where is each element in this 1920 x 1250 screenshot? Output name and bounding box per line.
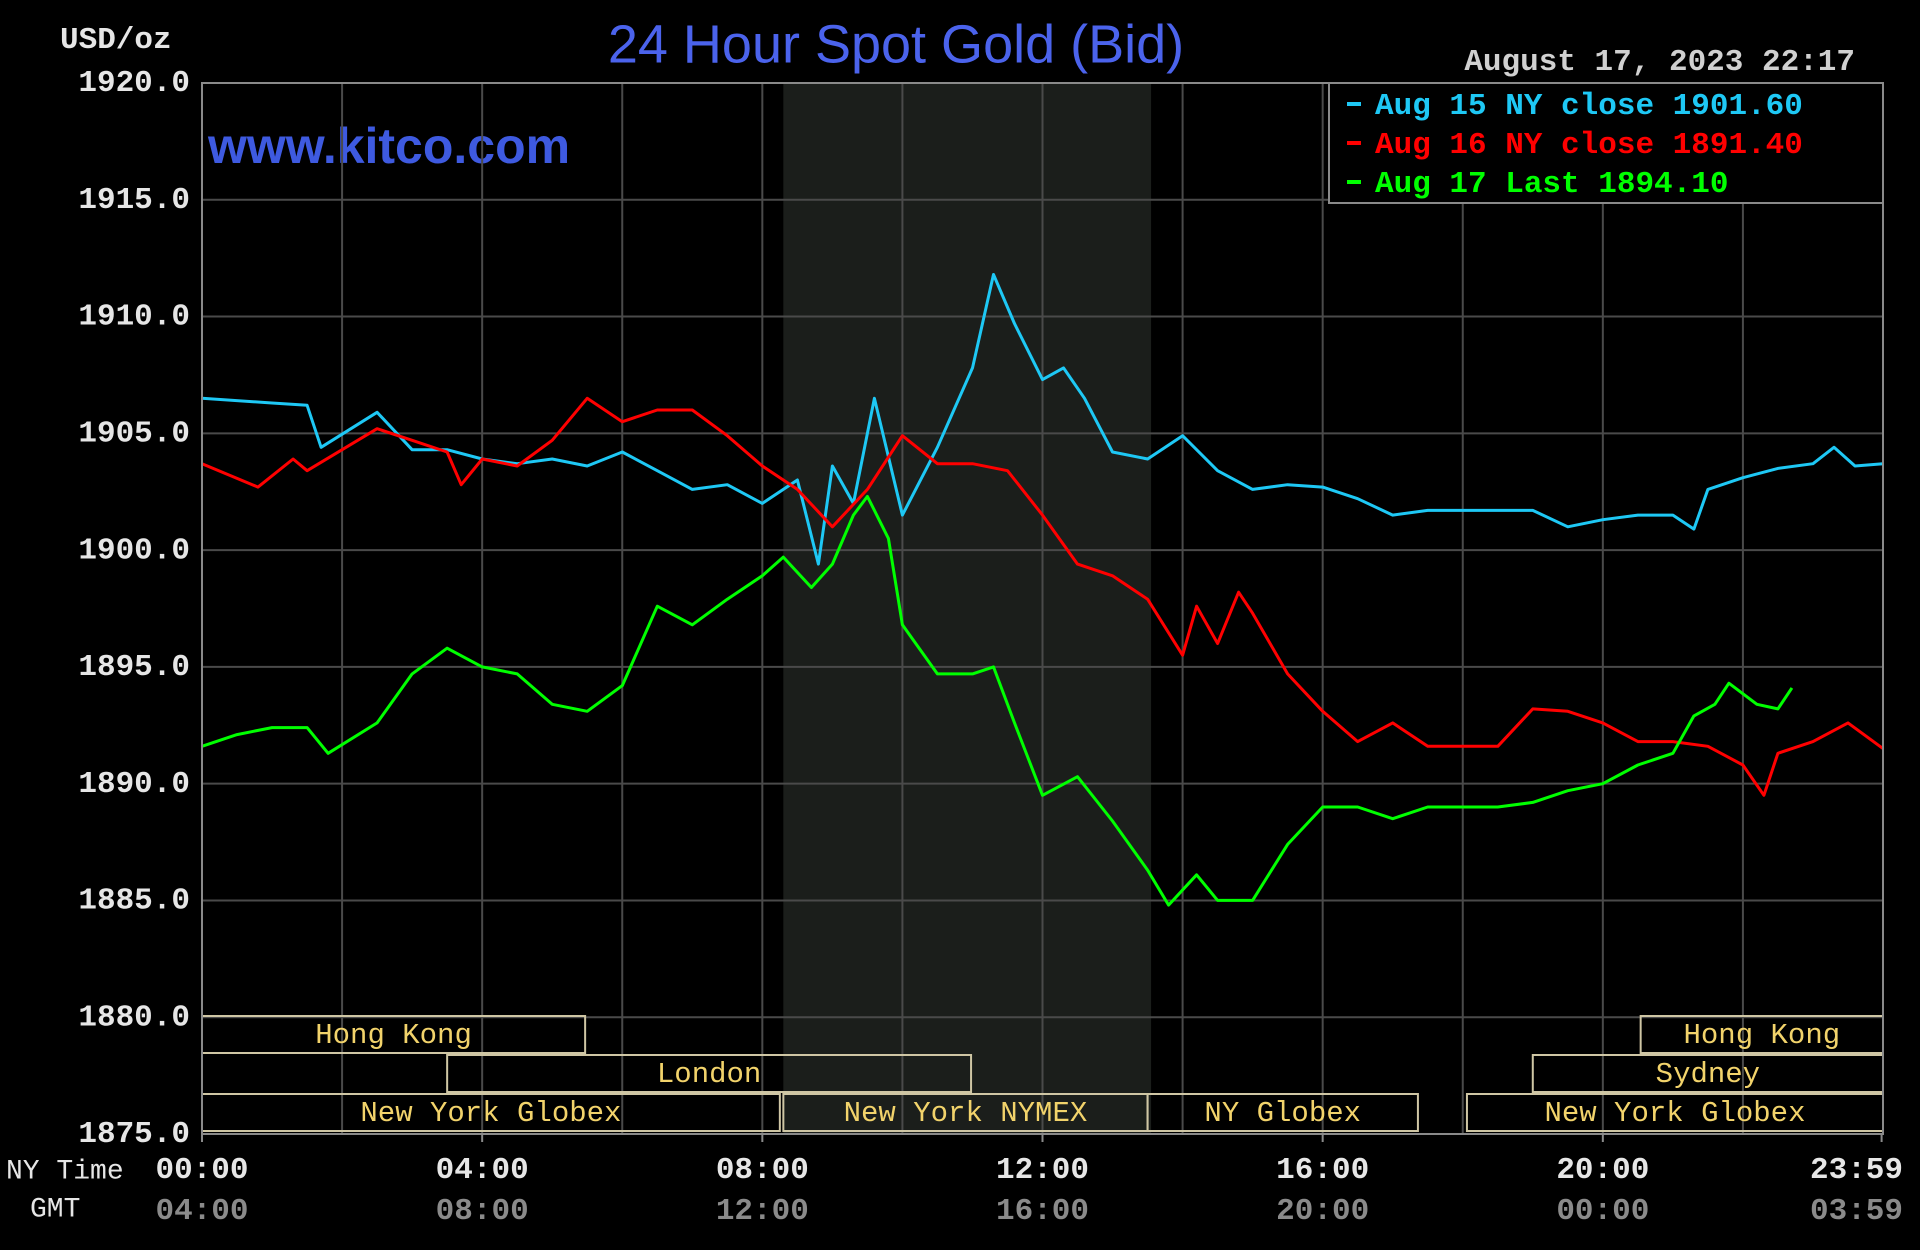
x-tick-label: 00:00	[155, 1153, 248, 1188]
legend-label: Aug 16 NY close 1891.40	[1375, 128, 1803, 163]
y-tick-label: 1910.0	[78, 300, 190, 335]
session-label: NY Globex	[1204, 1097, 1361, 1130]
watermark: www.kitco.com	[207, 118, 570, 174]
timestamp: August 17, 2023 22:17	[1464, 45, 1855, 80]
y-tick-label: 1920.0	[78, 66, 190, 101]
x-tick-label: 04:00	[436, 1153, 529, 1188]
x-tick-label: 23:59	[1810, 1153, 1903, 1188]
x2-axis-label: GMT	[30, 1194, 80, 1225]
x-axis-label: NY Time	[6, 1156, 124, 1187]
x2-tick-label: 03:59	[1810, 1194, 1903, 1229]
series-line	[201, 494, 1794, 907]
session-bar	[446, 1054, 973, 1093]
y-tick-label: 1905.0	[78, 417, 190, 452]
x-tick-label: 20:00	[1556, 1153, 1649, 1188]
x-tick-label: 16:00	[1276, 1153, 1369, 1188]
session-label: Hong Kong	[315, 1019, 472, 1052]
x2-tick-label: 04:00	[155, 1194, 248, 1229]
y-tick-label: 1875.0	[78, 1117, 190, 1152]
y-tick-label: 1895.0	[78, 650, 190, 685]
legend-label: Aug 15 NY close 1901.60	[1375, 89, 1803, 124]
legend-box	[1328, 82, 1884, 204]
chart-title: 24 Hour Spot Gold (Bid)	[608, 14, 1184, 74]
series-line	[201, 396, 1884, 797]
x2-tick-label: 12:00	[716, 1194, 809, 1229]
session-label: London	[657, 1058, 761, 1091]
x2-tick-label: 16:00	[996, 1194, 1089, 1229]
series-line	[201, 273, 1884, 566]
session-label: Sydney	[1656, 1058, 1760, 1091]
y-tick-label: 1890.0	[78, 767, 190, 802]
x-tick-label: 08:00	[716, 1153, 809, 1188]
y-tick-label: 1900.0	[78, 533, 190, 568]
x2-tick-label: 00:00	[1556, 1194, 1649, 1229]
session-label: New York Globex	[360, 1097, 621, 1130]
session-bar	[1146, 1093, 1419, 1132]
y-axis-label: USD/oz	[60, 23, 172, 58]
y-tick-label: 1880.0	[78, 1000, 190, 1035]
session-label: Hong Kong	[1684, 1019, 1841, 1052]
plot-border	[201, 82, 1884, 1135]
session-highlight	[783, 83, 1152, 1134]
legend-label: Aug 17 Last 1894.10	[1375, 167, 1728, 202]
x-tick-label: 12:00	[996, 1153, 1089, 1188]
x2-tick-label: 08:00	[436, 1194, 529, 1229]
y-tick-label: 1915.0	[78, 183, 190, 218]
y-tick-label: 1885.0	[78, 884, 190, 919]
x2-tick-label: 20:00	[1276, 1194, 1369, 1229]
session-label: New York Globex	[1544, 1097, 1805, 1130]
session-label: New York NYMEX	[844, 1097, 1088, 1130]
